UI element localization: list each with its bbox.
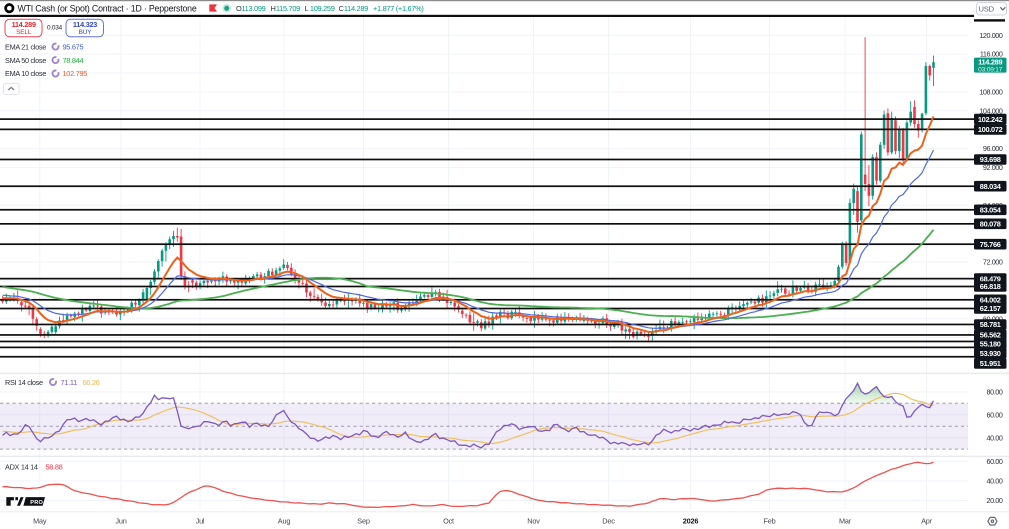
svg-text:58.88: 58.88 xyxy=(46,462,63,471)
svg-text:2026: 2026 xyxy=(683,517,699,526)
svg-text:108.000: 108.000 xyxy=(979,88,1003,97)
svg-text:EMA 21 close: EMA 21 close xyxy=(5,42,46,51)
svg-text:115.709: 115.709 xyxy=(276,4,300,13)
svg-text:PRO: PRO xyxy=(30,500,43,506)
svg-text:0.034: 0.034 xyxy=(47,25,63,32)
svg-text:BUY: BUY xyxy=(79,29,93,36)
svg-text:68.479: 68.479 xyxy=(980,274,1001,283)
svg-text:60.000: 60.000 xyxy=(983,314,1003,323)
svg-text:109.259: 109.259 xyxy=(310,4,335,13)
svg-text:20.00: 20.00 xyxy=(987,496,1003,505)
svg-text:Nov: Nov xyxy=(527,517,540,526)
svg-text:C: C xyxy=(339,4,345,13)
svg-text:93.698: 93.698 xyxy=(980,155,1001,164)
svg-text:96.000: 96.000 xyxy=(983,144,1003,153)
svg-text:May: May xyxy=(33,517,47,526)
svg-text:102.795: 102.795 xyxy=(63,69,88,78)
svg-text:95.675: 95.675 xyxy=(63,42,84,51)
svg-text:60.00: 60.00 xyxy=(987,457,1003,466)
svg-text:88.034: 88.034 xyxy=(980,182,1002,191)
svg-text:40.00: 40.00 xyxy=(987,477,1003,486)
svg-text:Sep: Sep xyxy=(357,517,370,526)
svg-text:Mar: Mar xyxy=(839,517,852,526)
svg-text:USD: USD xyxy=(979,4,995,13)
svg-text:L: L xyxy=(305,4,309,13)
svg-text:EMA 10 close: EMA 10 close xyxy=(5,69,46,78)
svg-text:120.000: 120.000 xyxy=(979,31,1003,40)
svg-text:113.099: 113.099 xyxy=(241,4,265,13)
svg-text:SELL: SELL xyxy=(16,29,32,36)
svg-text:WTI Cash (or Spot) Contract ·: WTI Cash (or Spot) Contract · 1D · Peppe… xyxy=(18,3,197,13)
svg-text:114.323: 114.323 xyxy=(73,20,97,29)
svg-text:66.818: 66.818 xyxy=(980,282,1001,291)
svg-text:H: H xyxy=(271,4,276,13)
svg-text:55.180: 55.180 xyxy=(980,339,1001,348)
svg-text:RSI 14 close: RSI 14 close xyxy=(5,378,43,387)
svg-text:66.26: 66.26 xyxy=(83,378,100,387)
svg-text:Jul: Jul xyxy=(196,517,205,526)
svg-text:+1.877 (+1.67%): +1.877 (+1.67%) xyxy=(373,4,424,13)
svg-text:O: O xyxy=(236,4,242,13)
svg-text:71.11: 71.11 xyxy=(61,378,78,387)
svg-text:102.242: 102.242 xyxy=(978,115,1003,124)
svg-text:80.00: 80.00 xyxy=(987,388,1003,397)
svg-text:03:09:17: 03:09:17 xyxy=(978,67,1003,74)
svg-text:72.000: 72.000 xyxy=(983,258,1003,267)
svg-text:80.078: 80.078 xyxy=(980,220,1001,229)
svg-text:100.072: 100.072 xyxy=(978,125,1003,134)
svg-text:104.000: 104.000 xyxy=(979,106,1003,115)
svg-text:92.000: 92.000 xyxy=(983,163,1003,172)
svg-text:116.000: 116.000 xyxy=(980,50,1003,59)
svg-text:114.289: 114.289 xyxy=(344,4,368,13)
svg-text:75.766: 75.766 xyxy=(980,240,1001,249)
svg-text:58.781: 58.781 xyxy=(980,320,1001,329)
svg-text:Feb: Feb xyxy=(764,517,776,526)
svg-text:Jun: Jun xyxy=(115,517,126,526)
svg-text:Apr: Apr xyxy=(921,517,933,526)
svg-text:62.157: 62.157 xyxy=(980,304,1001,313)
svg-text:Oct: Oct xyxy=(443,517,454,526)
svg-text:114.289: 114.289 xyxy=(978,58,1002,67)
svg-text:40.00: 40.00 xyxy=(987,433,1003,442)
svg-text:114.289: 114.289 xyxy=(12,20,36,29)
svg-text:SMA 50 close: SMA 50 close xyxy=(5,56,46,65)
svg-text:Aug: Aug xyxy=(278,517,291,526)
svg-text:64.002: 64.002 xyxy=(980,296,1001,305)
svg-text:ADX 14 14: ADX 14 14 xyxy=(5,462,38,471)
svg-text:53.930: 53.930 xyxy=(980,349,1001,358)
svg-text:56.562: 56.562 xyxy=(980,331,1001,340)
svg-text:51.951: 51.951 xyxy=(980,359,1001,368)
svg-text:60.00: 60.00 xyxy=(987,410,1003,419)
svg-text:83.054: 83.054 xyxy=(980,206,1002,215)
svg-text:Dec: Dec xyxy=(602,517,615,526)
svg-text:78.844: 78.844 xyxy=(63,56,84,65)
